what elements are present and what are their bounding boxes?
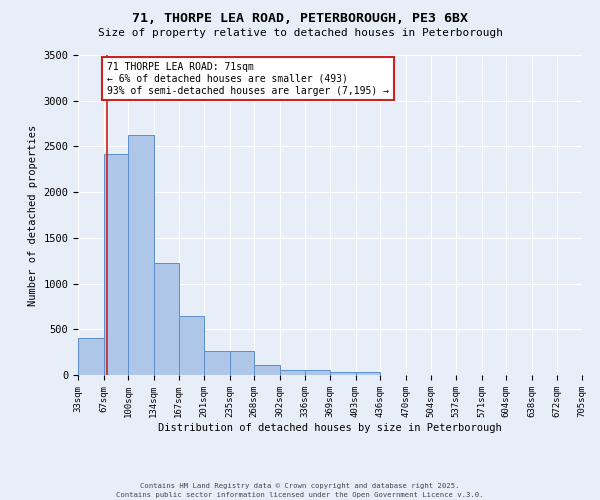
Bar xyxy=(254,365,280,375)
Bar xyxy=(229,351,254,375)
Bar xyxy=(78,338,104,375)
Y-axis label: Number of detached properties: Number of detached properties xyxy=(28,124,38,306)
Bar xyxy=(154,262,179,375)
Text: Size of property relative to detached houses in Peterborough: Size of property relative to detached ho… xyxy=(97,28,503,38)
Text: Contains public sector information licensed under the Open Government Licence v.: Contains public sector information licen… xyxy=(116,492,484,498)
Bar xyxy=(179,316,204,375)
Bar xyxy=(305,370,330,375)
Text: Contains HM Land Registry data © Crown copyright and database right 2025.: Contains HM Land Registry data © Crown c… xyxy=(140,483,460,489)
Bar xyxy=(330,372,355,375)
X-axis label: Distribution of detached houses by size in Peterborough: Distribution of detached houses by size … xyxy=(158,422,502,432)
Bar xyxy=(128,136,154,375)
Text: 71 THORPE LEA ROAD: 71sqm
← 6% of detached houses are smaller (493)
93% of semi-: 71 THORPE LEA ROAD: 71sqm ← 6% of detach… xyxy=(107,62,389,96)
Text: 71, THORPE LEA ROAD, PETERBOROUGH, PE3 6BX: 71, THORPE LEA ROAD, PETERBOROUGH, PE3 6… xyxy=(132,12,468,26)
Bar xyxy=(355,372,380,375)
Bar xyxy=(204,351,229,375)
Bar xyxy=(280,370,305,375)
Bar xyxy=(104,154,128,375)
